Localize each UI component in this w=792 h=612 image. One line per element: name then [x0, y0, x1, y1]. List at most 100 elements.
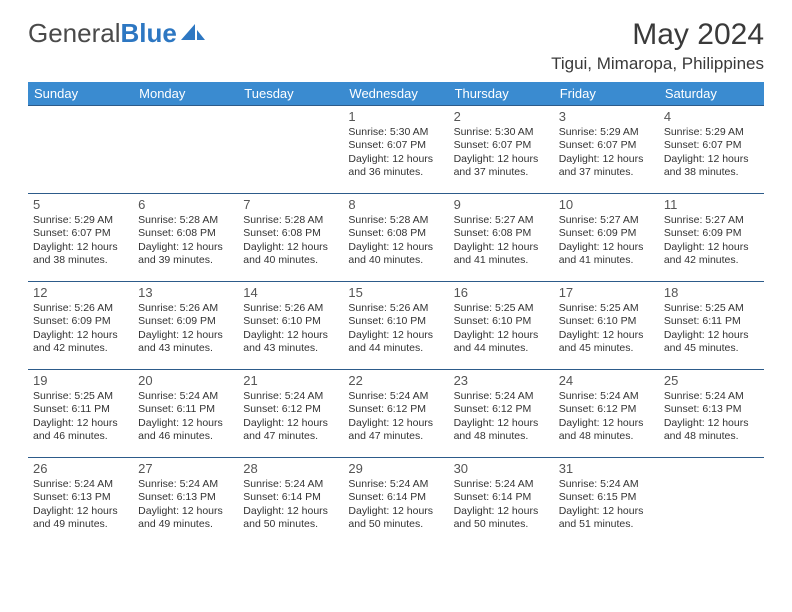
daylight-text: Daylight: 12 hours	[138, 329, 233, 342]
daylight-text: and 50 minutes.	[454, 518, 549, 531]
calendar-cell: 26Sunrise: 5:24 AMSunset: 6:13 PMDayligh…	[28, 458, 133, 546]
sunrise-text: Sunrise: 5:30 AM	[348, 126, 443, 139]
sunrise-text: Sunrise: 5:25 AM	[454, 302, 549, 315]
location-text: Tigui, Mimaropa, Philippines	[551, 54, 764, 74]
daylight-text: and 36 minutes.	[348, 166, 443, 179]
day-number: 9	[454, 197, 549, 213]
sunset-text: Sunset: 6:12 PM	[348, 403, 443, 416]
daylight-text: Daylight: 12 hours	[348, 241, 443, 254]
day-number: 22	[348, 373, 443, 389]
calendar-cell: 5Sunrise: 5:29 AMSunset: 6:07 PMDaylight…	[28, 194, 133, 282]
sunset-text: Sunset: 6:10 PM	[348, 315, 443, 328]
dayheader-wednesday: Wednesday	[343, 82, 448, 106]
daylight-text: Daylight: 12 hours	[559, 505, 654, 518]
calendar-cell: 11Sunrise: 5:27 AMSunset: 6:09 PMDayligh…	[659, 194, 764, 282]
sunrise-text: Sunrise: 5:24 AM	[454, 390, 549, 403]
sunset-text: Sunset: 6:14 PM	[243, 491, 338, 504]
day-number: 21	[243, 373, 338, 389]
daylight-text: and 48 minutes.	[664, 430, 759, 443]
calendar-cell: 10Sunrise: 5:27 AMSunset: 6:09 PMDayligh…	[554, 194, 659, 282]
sunrise-text: Sunrise: 5:30 AM	[454, 126, 549, 139]
daylight-text: and 38 minutes.	[664, 166, 759, 179]
daylight-text: and 43 minutes.	[243, 342, 338, 355]
daylight-text: Daylight: 12 hours	[348, 417, 443, 430]
day-number: 4	[664, 109, 759, 125]
calendar-cell	[133, 106, 238, 194]
day-number: 1	[348, 109, 443, 125]
sunset-text: Sunset: 6:12 PM	[559, 403, 654, 416]
calendar-cell	[659, 458, 764, 546]
day-header-row: Sunday Monday Tuesday Wednesday Thursday…	[28, 82, 764, 106]
calendar-cell: 30Sunrise: 5:24 AMSunset: 6:14 PMDayligh…	[449, 458, 554, 546]
brand-logo: GeneralBlue	[28, 18, 207, 49]
sunset-text: Sunset: 6:10 PM	[559, 315, 654, 328]
day-number: 29	[348, 461, 443, 477]
brand-text-1: General	[28, 18, 121, 49]
daylight-text: and 37 minutes.	[559, 166, 654, 179]
calendar-cell: 12Sunrise: 5:26 AMSunset: 6:09 PMDayligh…	[28, 282, 133, 370]
daylight-text: Daylight: 12 hours	[664, 241, 759, 254]
daylight-text: and 43 minutes.	[138, 342, 233, 355]
calendar-cell: 18Sunrise: 5:25 AMSunset: 6:11 PMDayligh…	[659, 282, 764, 370]
daylight-text: and 40 minutes.	[243, 254, 338, 267]
daylight-text: Daylight: 12 hours	[454, 417, 549, 430]
daylight-text: and 50 minutes.	[243, 518, 338, 531]
daylight-text: Daylight: 12 hours	[559, 329, 654, 342]
sunrise-text: Sunrise: 5:28 AM	[138, 214, 233, 227]
daylight-text: Daylight: 12 hours	[454, 505, 549, 518]
sunset-text: Sunset: 6:08 PM	[138, 227, 233, 240]
day-number: 5	[33, 197, 128, 213]
daylight-text: Daylight: 12 hours	[559, 153, 654, 166]
day-number: 14	[243, 285, 338, 301]
sunset-text: Sunset: 6:08 PM	[348, 227, 443, 240]
calendar-cell: 22Sunrise: 5:24 AMSunset: 6:12 PMDayligh…	[343, 370, 448, 458]
sunrise-text: Sunrise: 5:24 AM	[33, 478, 128, 491]
daylight-text: Daylight: 12 hours	[664, 417, 759, 430]
sunrise-text: Sunrise: 5:24 AM	[454, 478, 549, 491]
daylight-text: and 49 minutes.	[138, 518, 233, 531]
sunrise-text: Sunrise: 5:24 AM	[559, 390, 654, 403]
daylight-text: Daylight: 12 hours	[243, 241, 338, 254]
sunset-text: Sunset: 6:09 PM	[559, 227, 654, 240]
calendar-cell: 23Sunrise: 5:24 AMSunset: 6:12 PMDayligh…	[449, 370, 554, 458]
day-number: 27	[138, 461, 233, 477]
sunset-text: Sunset: 6:07 PM	[33, 227, 128, 240]
day-number: 12	[33, 285, 128, 301]
daylight-text: and 41 minutes.	[454, 254, 549, 267]
calendar-cell: 27Sunrise: 5:24 AMSunset: 6:13 PMDayligh…	[133, 458, 238, 546]
sunset-text: Sunset: 6:11 PM	[664, 315, 759, 328]
calendar-week: 5Sunrise: 5:29 AMSunset: 6:07 PM Daylight…	[28, 194, 764, 282]
brand-text-2: Blue	[121, 18, 177, 49]
calendar-cell: 4Sunrise: 5:29 AMSunset: 6:07 PMDaylight…	[659, 106, 764, 194]
daylight-text: and 49 minutes.	[33, 518, 128, 531]
calendar-cell: 7Sunrise: 5:28 AMSunset: 6:08 PMDaylight…	[238, 194, 343, 282]
sunset-text: Sunset: 6:07 PM	[348, 139, 443, 152]
calendar-cell: 19Sunrise: 5:25 AMSunset: 6:11 PMDayligh…	[28, 370, 133, 458]
sunrise-text: Sunrise: 5:29 AM	[33, 214, 128, 227]
daylight-text: Daylight: 12 hours	[454, 153, 549, 166]
day-number: 16	[454, 285, 549, 301]
day-number: 17	[559, 285, 654, 301]
day-number: 23	[454, 373, 549, 389]
calendar-cell: 31Sunrise: 5:24 AMSunset: 6:15 PMDayligh…	[554, 458, 659, 546]
sunset-text: Sunset: 6:07 PM	[664, 139, 759, 152]
sunrise-text: Sunrise: 5:24 AM	[559, 478, 654, 491]
calendar-cell: 13Sunrise: 5:26 AMSunset: 6:09 PMDayligh…	[133, 282, 238, 370]
daylight-text: and 37 minutes.	[454, 166, 549, 179]
sunrise-text: Sunrise: 5:24 AM	[243, 390, 338, 403]
daylight-text: Daylight: 12 hours	[243, 417, 338, 430]
sunset-text: Sunset: 6:10 PM	[243, 315, 338, 328]
sunrise-text: Sunrise: 5:27 AM	[559, 214, 654, 227]
sunrise-text: Sunrise: 5:28 AM	[243, 214, 338, 227]
calendar-cell: 28Sunrise: 5:24 AMSunset: 6:14 PMDayligh…	[238, 458, 343, 546]
calendar-cell: 3Sunrise: 5:29 AMSunset: 6:07 PMDaylight…	[554, 106, 659, 194]
calendar-cell: 16Sunrise: 5:25 AMSunset: 6:10 PMDayligh…	[449, 282, 554, 370]
month-title: May 2024	[551, 18, 764, 52]
calendar-cell: 29Sunrise: 5:24 AMSunset: 6:14 PMDayligh…	[343, 458, 448, 546]
daylight-text: Daylight: 12 hours	[138, 241, 233, 254]
day-number: 13	[138, 285, 233, 301]
day-number: 15	[348, 285, 443, 301]
sunrise-text: Sunrise: 5:24 AM	[243, 478, 338, 491]
calendar-week: 19Sunrise: 5:25 AMSunset: 6:11 PMDayligh…	[28, 370, 764, 458]
dayheader-friday: Friday	[554, 82, 659, 106]
